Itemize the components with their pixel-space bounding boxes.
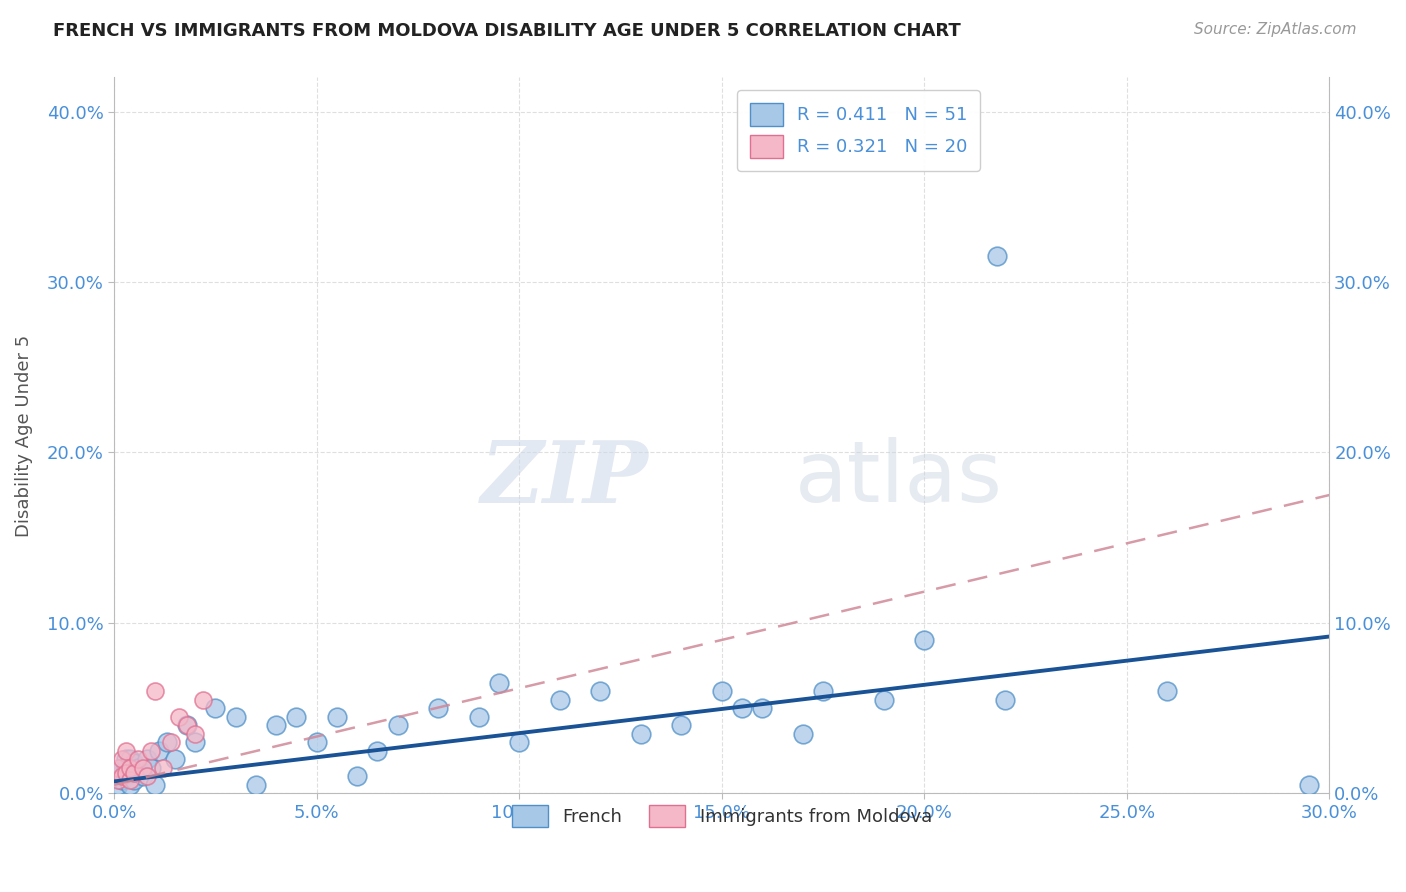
Point <box>127 761 149 775</box>
Point <box>986 249 1008 263</box>
Point <box>387 718 409 732</box>
Point <box>115 765 138 780</box>
Point <box>508 735 530 749</box>
Point <box>1156 684 1178 698</box>
Point <box>710 684 733 698</box>
Point <box>115 744 138 758</box>
Y-axis label: Disability Age Under 5: Disability Age Under 5 <box>15 334 32 536</box>
Point <box>107 761 129 775</box>
Point <box>346 769 368 783</box>
Point <box>176 718 198 732</box>
Point <box>160 735 183 749</box>
Point <box>167 709 190 723</box>
Legend: French, Immigrants from Moldova: French, Immigrants from Moldova <box>505 798 939 834</box>
Point <box>135 769 157 783</box>
Point <box>285 709 308 723</box>
Point <box>264 718 287 732</box>
Point <box>912 632 935 647</box>
Point <box>366 744 388 758</box>
Point <box>111 752 134 766</box>
Point <box>184 735 207 749</box>
Point <box>127 752 149 766</box>
Point <box>111 772 134 787</box>
Point <box>139 744 162 758</box>
Point <box>120 772 142 787</box>
Point <box>163 752 186 766</box>
Point <box>148 744 170 758</box>
Text: atlas: atlas <box>794 437 1002 520</box>
Text: FRENCH VS IMMIGRANTS FROM MOLDOVA DISABILITY AGE UNDER 5 CORRELATION CHART: FRENCH VS IMMIGRANTS FROM MOLDOVA DISABI… <box>53 22 962 40</box>
Point <box>811 684 834 698</box>
Point <box>176 718 198 732</box>
Point <box>143 778 166 792</box>
Point <box>873 692 896 706</box>
Point <box>671 718 693 732</box>
Point <box>124 756 146 770</box>
Point <box>994 692 1017 706</box>
Point <box>305 735 328 749</box>
Point <box>107 772 129 787</box>
Point <box>326 709 349 723</box>
Point <box>111 761 134 775</box>
Text: ZIP: ZIP <box>481 436 648 520</box>
Point <box>120 778 142 792</box>
Point <box>731 701 754 715</box>
Point <box>131 769 153 783</box>
Point <box>630 727 652 741</box>
Point <box>427 701 450 715</box>
Point <box>115 769 138 783</box>
Point <box>139 761 162 775</box>
Text: Source: ZipAtlas.com: Source: ZipAtlas.com <box>1194 22 1357 37</box>
Point <box>124 772 146 787</box>
Point <box>131 761 153 775</box>
Point <box>548 692 571 706</box>
Point <box>589 684 612 698</box>
Point <box>184 727 207 741</box>
Point <box>1298 778 1320 792</box>
Point <box>111 765 134 780</box>
Point <box>467 709 489 723</box>
Point <box>792 727 814 741</box>
Point <box>120 761 142 775</box>
Point <box>193 692 215 706</box>
Point <box>751 701 773 715</box>
Point <box>152 761 174 775</box>
Point <box>156 735 179 749</box>
Point <box>120 765 142 780</box>
Point <box>488 675 510 690</box>
Point <box>107 769 129 783</box>
Point <box>115 752 138 766</box>
Point <box>225 709 247 723</box>
Point <box>135 752 157 766</box>
Point <box>245 778 267 792</box>
Point <box>124 765 146 780</box>
Point <box>111 769 134 783</box>
Point <box>107 778 129 792</box>
Point <box>115 761 138 775</box>
Point <box>204 701 226 715</box>
Point <box>120 752 142 766</box>
Point <box>143 684 166 698</box>
